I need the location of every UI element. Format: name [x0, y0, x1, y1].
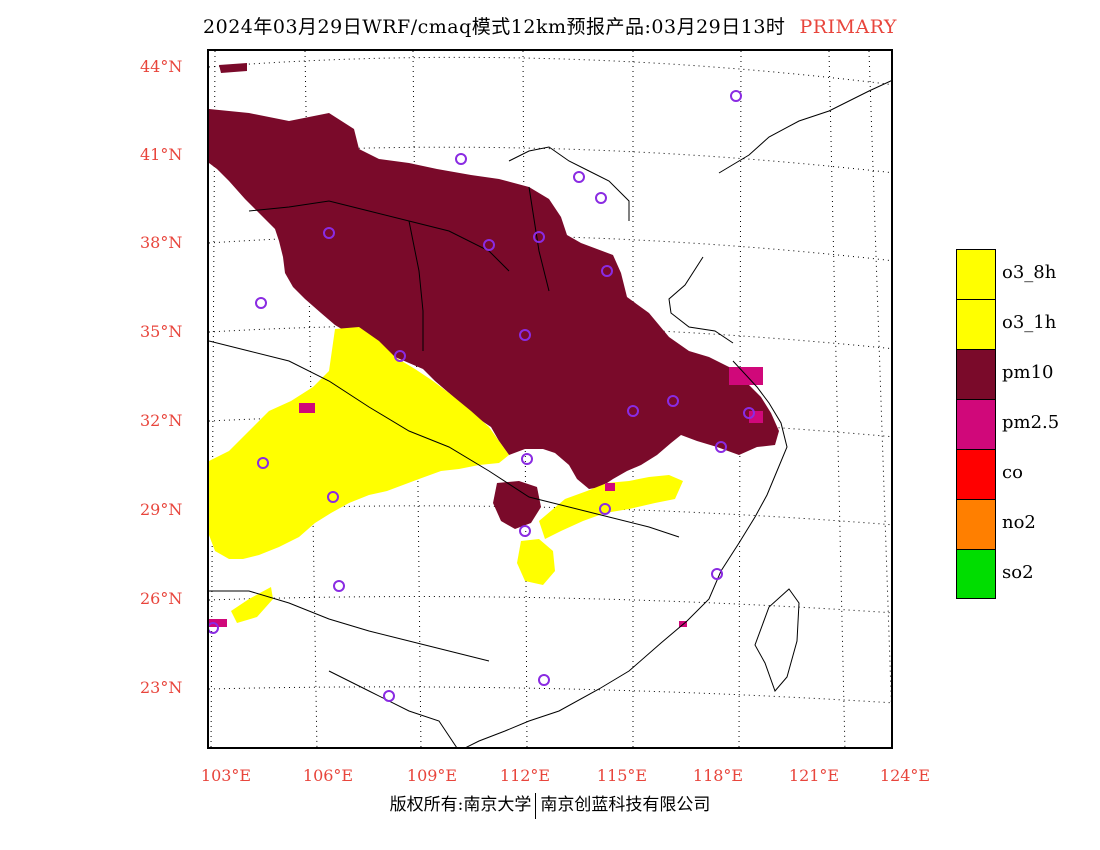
- lon-label-109: 109°E: [406, 766, 458, 785]
- pm10-blob-south: [493, 481, 541, 529]
- lon-label-112: 112°E: [499, 766, 551, 785]
- legend-item-o3-8h: o3_8h: [956, 249, 1086, 299]
- lat-label-32: 32°N: [140, 411, 183, 430]
- lon-label-115: 115°E: [596, 766, 648, 785]
- legend-swatch: [956, 399, 996, 449]
- pm10-blob-far-north: [219, 63, 247, 73]
- footer-right-text: 南京创蓝科技有限公司: [540, 795, 711, 815]
- legend-item-no2: no2: [956, 499, 1086, 549]
- legend-label: o3_1h: [1002, 312, 1057, 333]
- boundaries: [209, 80, 891, 747]
- legend-swatch: [956, 549, 996, 599]
- lon-label-124: 124°E: [879, 766, 931, 785]
- pollutant-map: [209, 51, 891, 747]
- lon-label-103: 103°E: [200, 766, 252, 785]
- pm10-region: [209, 109, 779, 489]
- legend-item-o3-1h: o3_1h: [956, 299, 1086, 349]
- o3-region-east: [539, 475, 683, 539]
- lat-label-26: 26°N: [140, 589, 183, 608]
- footer-separator: [535, 792, 537, 819]
- o3-region: [209, 327, 509, 559]
- legend-label: pm10: [1002, 362, 1054, 383]
- lat-label-23: 23°N: [140, 678, 183, 697]
- title-primary-tag: PRIMARY: [799, 16, 897, 38]
- legend-item-so2: so2: [956, 549, 1086, 599]
- legend-swatch: [956, 249, 996, 299]
- lon-label-118: 118°E: [692, 766, 744, 785]
- map-panel: [207, 49, 893, 749]
- lat-label-44: 44°N: [140, 57, 183, 76]
- legend-item-pm10: pm10: [956, 349, 1086, 399]
- legend-item-pm25: pm2.5: [956, 399, 1086, 449]
- legend-swatch: [956, 499, 996, 549]
- footer-left-text: 版权所有:南京大学: [389, 795, 532, 815]
- o3-region-sw: [231, 587, 273, 623]
- lat-label-41: 41°N: [140, 145, 183, 164]
- pollutant-legend: o3_8h o3_1h pm10 pm2.5 co no2 so2: [956, 249, 1086, 599]
- legend-label: o3_8h: [1002, 262, 1057, 283]
- legend-label: so2: [1002, 562, 1034, 583]
- lat-label-35: 35°N: [140, 322, 183, 341]
- lon-label-106: 106°E: [302, 766, 354, 785]
- title-text: 2024年03月29日WRF/cmaq模式12km预报产品:03月29日13时: [203, 16, 786, 38]
- lat-label-29: 29°N: [140, 500, 183, 519]
- map-title: 2024年03月29日WRF/cmaq模式12km预报产品:03月29日13时 P…: [0, 12, 1100, 39]
- legend-label: no2: [1002, 512, 1036, 533]
- lat-label-38: 38°N: [140, 233, 183, 252]
- monitoring-stations: [209, 90, 755, 702]
- legend-swatch: [956, 349, 996, 399]
- legend-swatch: [956, 449, 996, 499]
- legend-item-co: co: [956, 449, 1086, 499]
- legend-swatch: [956, 299, 996, 349]
- lon-label-121: 121°E: [788, 766, 840, 785]
- copyright-footer: 版权所有:南京大学 南京创蓝科技有限公司: [0, 790, 1100, 819]
- legend-label: co: [1002, 462, 1023, 483]
- legend-label: pm2.5: [1002, 412, 1060, 433]
- o3-region-south: [517, 539, 555, 585]
